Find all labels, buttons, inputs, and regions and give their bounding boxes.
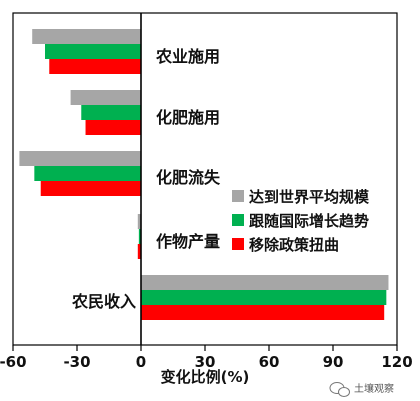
x-axis-title: 变化比例(%) xyxy=(161,368,250,386)
x-ticks-group: -60 -30 0 30 60 90 120 xyxy=(0,345,413,371)
bar-4-series-1 xyxy=(137,214,141,229)
x-tick-label: -60 xyxy=(0,353,27,371)
bar-2-series-2 xyxy=(81,105,141,120)
bar-1-series-1 xyxy=(32,29,142,44)
legend-swatch xyxy=(232,214,244,226)
category-label: 农业施用 xyxy=(155,47,220,66)
x-tick-label: 60 xyxy=(259,353,280,371)
bar-3-series-3 xyxy=(40,181,141,196)
category-label: 化肥施用 xyxy=(156,108,220,127)
bar-5-series-1 xyxy=(141,275,389,290)
category-label: 作物产量 xyxy=(156,232,220,251)
x-tick-label: 0 xyxy=(136,353,146,371)
wechat-chat-bubble-icon xyxy=(329,382,350,397)
category-label: 化肥流失 xyxy=(156,168,221,187)
bar-3-series-1 xyxy=(19,151,141,166)
watermark-text: 土壤观察 xyxy=(354,382,394,395)
watermark: 土壤观察 xyxy=(329,382,394,397)
legend-label: 跟随国际增长趋势 xyxy=(249,212,369,230)
bar-2-series-3 xyxy=(85,120,141,135)
bars-group xyxy=(19,29,389,320)
legend-swatch xyxy=(232,190,244,202)
bar-5-series-3 xyxy=(141,305,385,320)
x-tick-label: -30 xyxy=(63,353,90,371)
x-tick-label: 120 xyxy=(381,353,412,371)
legend-swatch xyxy=(232,238,244,250)
bar-4-series-2 xyxy=(138,229,141,244)
bar-5-series-2 xyxy=(141,290,387,305)
bar-1-series-3 xyxy=(49,59,142,74)
bar-4-series-3 xyxy=(137,244,141,259)
legend-label: 移除政策扭曲 xyxy=(249,236,339,254)
x-tick-label: 30 xyxy=(195,353,216,371)
bar-3-series-2 xyxy=(34,166,142,181)
legend-label: 达到世界平均规模 xyxy=(249,188,370,206)
x-tick-label: 90 xyxy=(323,353,344,371)
category-label: 农民收入 xyxy=(71,292,136,311)
bar-1-series-2 xyxy=(45,44,141,59)
bar-2-series-1 xyxy=(70,90,141,105)
